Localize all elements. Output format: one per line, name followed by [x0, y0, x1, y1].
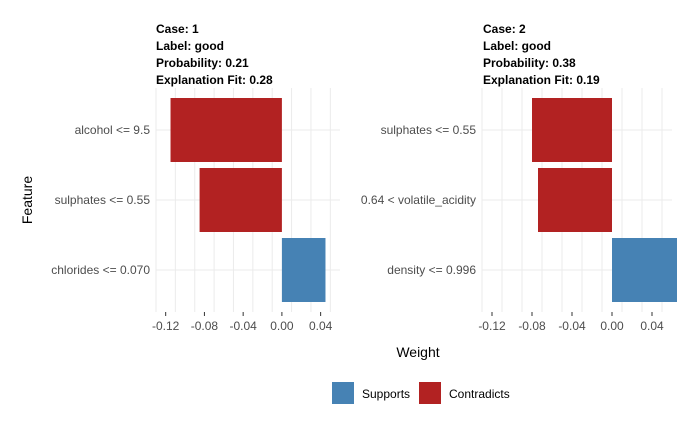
feature-label: density <= 0.996: [387, 263, 476, 277]
legend-swatch-contradicts: [419, 382, 441, 404]
x-tick-label: -0.04: [229, 319, 257, 333]
x-tick-label: -0.12: [152, 319, 180, 333]
x-tick-label: 0.00: [270, 319, 294, 333]
feature-label: chlorides <= 0.070: [51, 263, 150, 277]
bar-contradicts: [532, 98, 612, 162]
bar-contradicts: [199, 168, 282, 232]
x-tick-label: -0.08: [191, 319, 219, 333]
bar-contradicts: [170, 98, 282, 162]
legend-label: Supports: [362, 387, 410, 401]
feature-label: sulphates <= 0.55: [381, 123, 477, 137]
panel-title-line: Label: good: [156, 39, 224, 53]
legend-label: Contradicts: [449, 387, 510, 401]
panel-title-line: Case: 2: [483, 22, 526, 36]
x-tick-label: -0.04: [558, 319, 586, 333]
x-tick-label: -0.12: [478, 319, 506, 333]
x-tick-label: 0.04: [640, 319, 664, 333]
bar-supports: [612, 238, 677, 302]
x-tick-label: -0.08: [518, 319, 546, 333]
x-tick-label: 0.04: [309, 319, 333, 333]
y-axis-title: Feature: [19, 176, 35, 224]
x-tick-label: 0.00: [600, 319, 624, 333]
panel-title-line: Label: good: [483, 39, 551, 53]
feature-label: sulphates <= 0.55: [55, 193, 151, 207]
feature-label: 0.64 < volatile_acidity: [361, 193, 476, 207]
feature-label: alcohol <= 9.5: [75, 123, 151, 137]
x-axis-title: Weight: [396, 344, 439, 360]
legend-swatch-supports: [332, 382, 354, 404]
panel-title-line: Explanation Fit: 0.28: [156, 73, 273, 87]
bar-contradicts: [538, 168, 612, 232]
panel-title-line: Probability: 0.21: [156, 56, 249, 70]
panel-title-line: Explanation Fit: 0.19: [483, 73, 600, 87]
panel-title-line: Case: 1: [156, 22, 199, 36]
bar-supports: [281, 238, 326, 302]
panel-title-line: Probability: 0.38: [483, 56, 576, 70]
